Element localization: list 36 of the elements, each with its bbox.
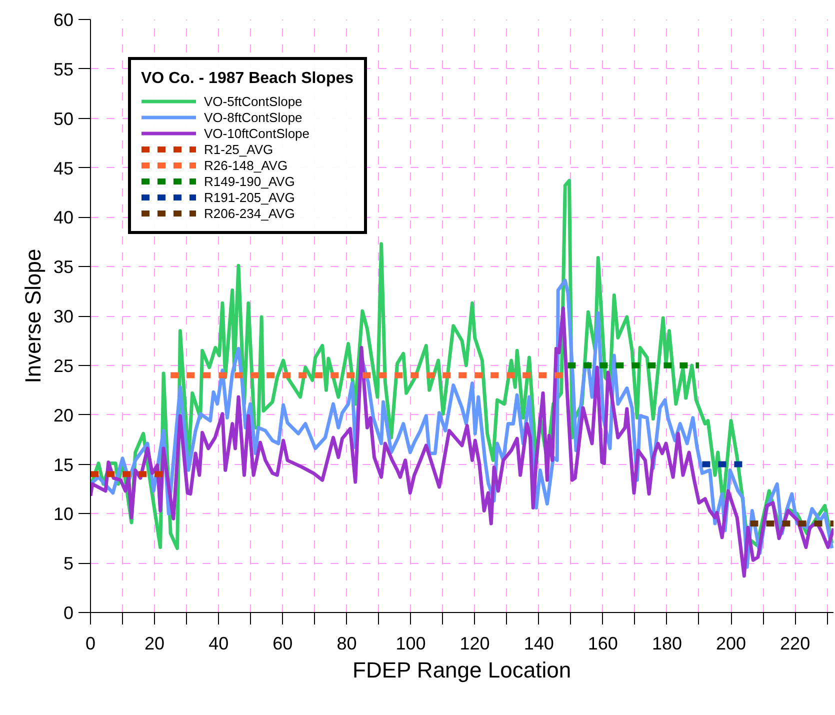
x-tick-label: 180 (652, 634, 682, 654)
y-tick-label: 50 (53, 108, 74, 129)
y-axis-title: Inverse Slope (20, 248, 46, 384)
x-tick-label: 80 (336, 634, 357, 654)
y-tick-label: 10 (53, 504, 74, 524)
y-tick-label: 0 (63, 603, 74, 623)
x-tick-label: 20 (144, 634, 165, 654)
legend-label: R26-148_AVG (204, 157, 288, 173)
legend-title: VO Co. - 1987 Beach Slopes (141, 70, 354, 88)
x-tick-label: 220 (780, 634, 810, 654)
x-tick-label: 200 (716, 634, 746, 654)
y-tick-label: 25 (53, 356, 74, 376)
y-tick-label: 45 (53, 158, 74, 178)
legend-label: R1-25_AVG (204, 141, 274, 157)
legend-label: VO-8ftContSlope (204, 109, 302, 125)
y-tick-label: 60 (53, 10, 74, 30)
x-tick-label: 40 (208, 634, 229, 654)
x-tick-label: 120 (460, 634, 490, 654)
x-tick-label: 100 (396, 634, 426, 654)
legend-label: R149-190_AVG (204, 173, 295, 189)
legend-label: R206-234_AVG (204, 205, 295, 221)
y-tick-label: 15 (53, 454, 74, 475)
x-tick-label: 160 (588, 634, 618, 654)
legend-label: VO-5ftContSlope (204, 93, 302, 109)
x-axis-title: FDEP Range Location (352, 658, 572, 682)
y-tick-label: 55 (53, 59, 74, 80)
legend-label: VO-10ftContSlope (204, 125, 310, 141)
y-tick-label: 30 (53, 306, 74, 326)
y-tick-label: 35 (53, 257, 74, 278)
x-tick-label: 60 (272, 634, 293, 654)
legend-label: R191-205_AVG (204, 189, 295, 205)
y-tick-label: 5 (63, 554, 74, 574)
y-tick-label: 40 (53, 208, 74, 228)
x-tick-label: 0 (85, 634, 96, 654)
x-tick-label: 140 (524, 634, 554, 654)
y-tick-label: 20 (53, 405, 74, 426)
